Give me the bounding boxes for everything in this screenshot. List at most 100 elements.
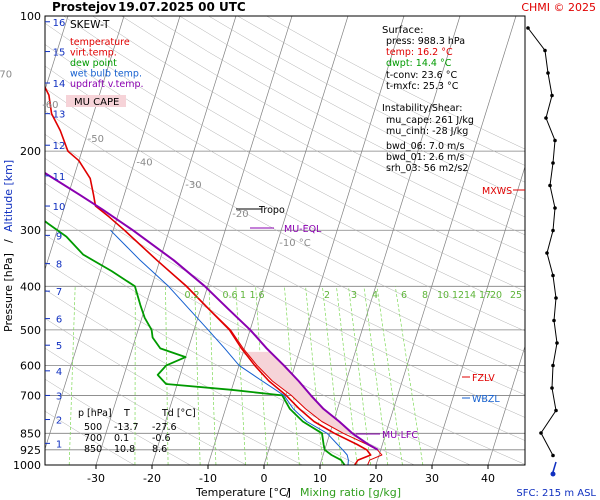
isotherm-line: [45, 16, 181, 451]
dry-adiabat: [45, 134, 525, 396]
dry-adiabat: [179, 16, 525, 200]
table-cell: 0.1: [114, 433, 129, 444]
credit: CHMI © 2025: [521, 1, 596, 14]
altitude-tick-label: 4: [56, 367, 62, 378]
mu-eql-label: MU-EQL: [284, 224, 322, 235]
dry-adiabat: [45, 65, 525, 332]
mu-lfc-label: MU-LFC: [382, 430, 418, 441]
wind-barb-point: [551, 453, 555, 458]
isotherm-label: -50: [88, 134, 104, 145]
tropo-label: Tropo: [258, 205, 285, 216]
altitude-tick-label: 14: [53, 79, 66, 90]
station-name: Prostejov: [52, 0, 116, 14]
wind-barb-point: [553, 138, 557, 143]
sfc-label: SFC: 215 m ASL: [516, 488, 596, 499]
updraft-virtual-temperature-line: [45, 171, 379, 451]
dry-adiabat: [92, 16, 525, 254]
altitude-tick-label: 11: [53, 172, 66, 183]
altitude-tick-label: 6: [56, 315, 62, 326]
y-axis-title-sep: /: [2, 239, 15, 243]
table-header: p [hPa]: [78, 408, 112, 419]
legend-item: temperature: [70, 37, 130, 48]
wind-barb-point: [544, 116, 548, 120]
altitude-tick-label: 3: [56, 391, 62, 402]
temp-tick-label: -30: [87, 472, 105, 485]
table-cell: -0.6: [152, 433, 171, 444]
temp-tick-label: -20: [143, 472, 161, 485]
legend-item: virt.temp.: [70, 48, 117, 59]
mixing-ratio-label: 0.2: [184, 290, 199, 301]
shear-value: srh_03: 56 m2/s2: [386, 163, 468, 174]
wind-profile-line: [527, 27, 558, 456]
temp-tick-label: 10: [313, 472, 327, 485]
altitude-tick-label: 8: [56, 260, 62, 271]
virtual-temperature-line: [124, 229, 383, 465]
dew-point-line: [45, 220, 346, 465]
temp-tick-label: 0: [261, 472, 268, 485]
isotherm-line: [319, 16, 461, 465]
table-cell: -13.7: [114, 422, 139, 433]
shear-value: bwd_01: 2.6 m/s: [386, 152, 464, 163]
mixing-ratio-label: 10: [437, 290, 449, 301]
mu-cape-area: [246, 351, 353, 434]
dry-adiabat: [45, 110, 525, 374]
legend-title: SKEW-T: [70, 19, 110, 31]
pressure-tick-label: 200: [20, 145, 41, 158]
mxws-label: MXWS: [482, 186, 512, 197]
table-header: T: [123, 408, 130, 419]
altitude-tick-label: 2: [56, 416, 62, 427]
y-axis-title-pressure: Pressure [hPa]: [2, 253, 15, 332]
isotherm-label: -40: [136, 158, 152, 169]
mixing-ratio-label: 14: [464, 290, 476, 301]
isotherm-line: [431, 165, 525, 465]
pressure-tick-label: 300: [20, 224, 41, 237]
temp-tick-label: 20: [369, 472, 383, 485]
altitude-tick-label: 7: [56, 287, 62, 298]
wind-barb-point: [551, 273, 555, 278]
wind-barb-point: [551, 363, 555, 368]
isotherm-line: [151, 16, 293, 465]
surface-wind-dot: [550, 471, 556, 477]
dry-adiabat: [45, 378, 191, 465]
mixing-ratio-label: 0.6: [222, 290, 237, 301]
dry-adiabat: [45, 87, 525, 353]
x-axis-title-sep: /: [286, 486, 290, 499]
dry-adiabat: [45, 182, 525, 441]
wind-barb-point: [552, 318, 556, 323]
mu-cape-swatch: [66, 95, 126, 107]
table-cell: -27.6: [152, 422, 177, 433]
dry-adiabat: [45, 158, 525, 418]
wind-barb-point: [551, 161, 555, 165]
table-cell: 8.6: [152, 444, 167, 455]
pressure-tick-label: 500: [20, 324, 41, 337]
isotherm-label: -30: [185, 180, 201, 191]
isotherm-label: -20: [232, 209, 248, 220]
shear-value: bwd_06: 7.0 m/s: [386, 141, 464, 152]
mixing-ratio-label: 4: [372, 290, 378, 301]
wind-barb-point: [550, 386, 554, 390]
table-cell: 700: [84, 433, 102, 444]
mixing-ratio-label: 1.6: [249, 290, 264, 301]
surface-wind-marker: [552, 461, 557, 473]
surface-value: press: 988.3 hPa: [386, 36, 465, 47]
mu-cape-label: MU CAPE: [74, 97, 119, 108]
wind-barb-point: [545, 251, 549, 255]
isotherm-label: -60: [42, 100, 58, 111]
temp-tick-label: 30: [425, 472, 439, 485]
wind-barb-point: [551, 228, 555, 233]
isotherm-label: -10 °C: [279, 238, 311, 249]
altitude-tick-label: 1: [56, 439, 62, 450]
mixing-ratio-line: [348, 286, 371, 465]
wind-barb-point: [553, 206, 557, 210]
isotherm-line: [375, 16, 517, 465]
dry-adiabat: [45, 22, 525, 292]
dry-adiabat: [45, 410, 135, 465]
mixing-ratio-line: [363, 286, 389, 465]
legend-item: updraft v.temp.: [70, 79, 144, 90]
pressure-tick-label: 850: [20, 427, 41, 440]
isotherm-label: -70: [0, 70, 12, 81]
pressure-tick-label: 1000: [13, 459, 41, 472]
wind-barb-point: [539, 431, 543, 435]
isotherm-line: [95, 16, 237, 465]
